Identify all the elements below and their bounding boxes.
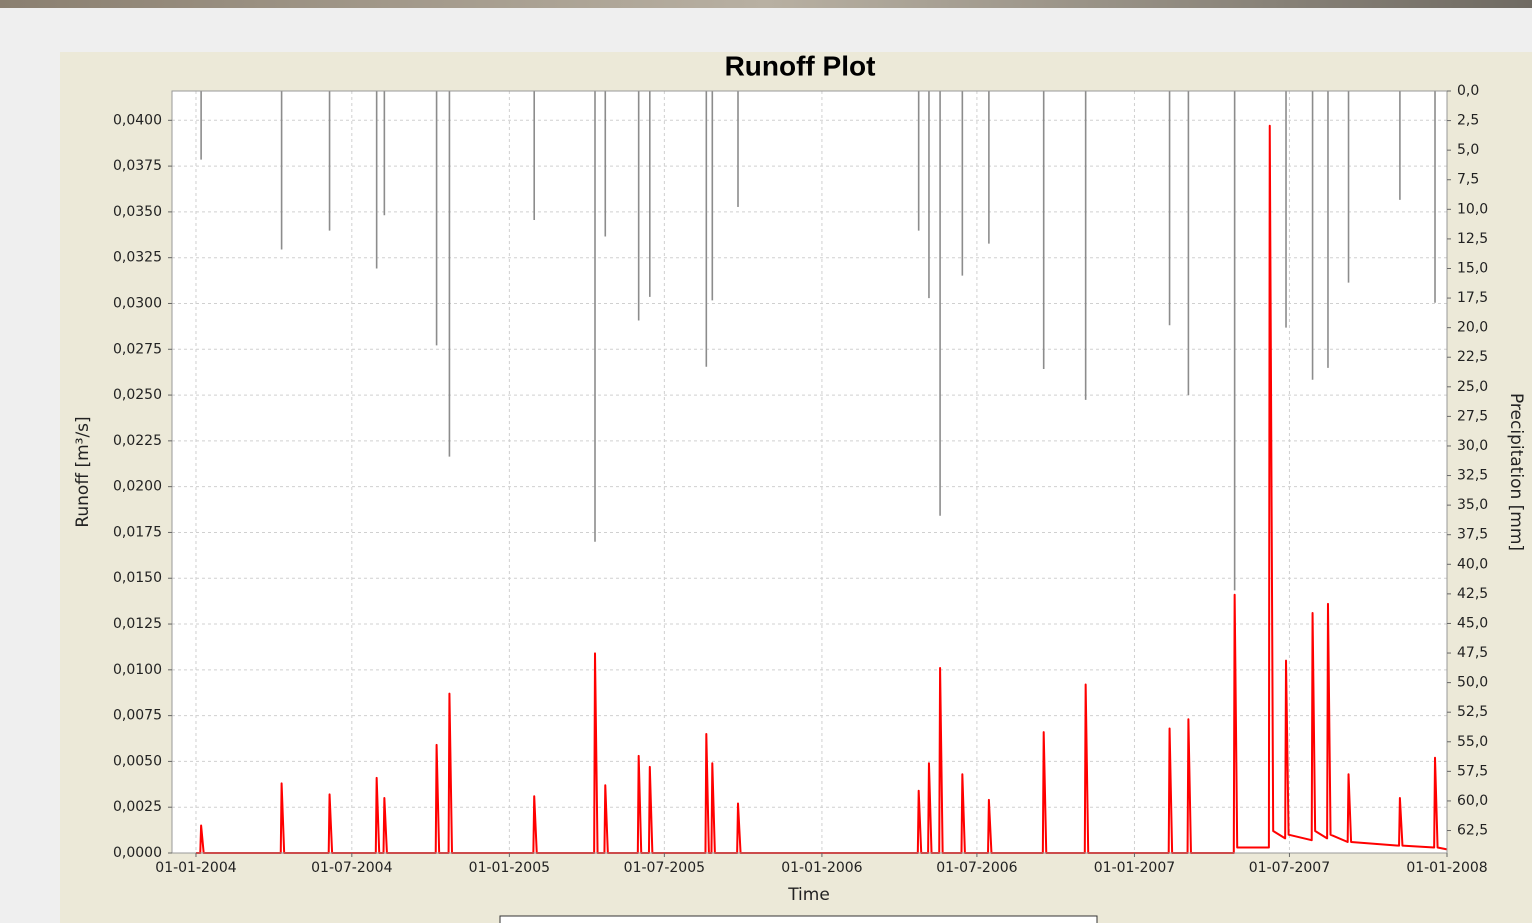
y-tick-label: 0,0250: [113, 387, 162, 403]
chart-title: Runoff Plot: [725, 50, 876, 81]
y-tick-label: 0,0300: [113, 295, 162, 311]
y-tick-label: 0,0150: [113, 570, 162, 586]
y2-tick-label: 22,5: [1457, 349, 1488, 365]
y2-tick-label: 15,0: [1457, 260, 1488, 276]
y-tick-label: 0,0375: [113, 158, 162, 174]
y2-tick-label: 62,5: [1457, 823, 1488, 839]
y-tick-label: 0,0325: [113, 250, 162, 266]
x-tick-label: 01-07-2004: [311, 860, 392, 876]
y2-tick-label: 25,0: [1457, 379, 1488, 395]
x-tick-label: 01-01-2007: [1094, 860, 1175, 876]
y-tick-label: 0,0175: [113, 524, 162, 540]
y2-tick-label: 42,5: [1457, 586, 1488, 602]
y2-tick-label: 7,5: [1457, 172, 1479, 188]
x-tick-label: 01-01-2008: [1406, 860, 1487, 876]
y2-tick-label: 57,5: [1457, 763, 1488, 779]
y2-tick-label: 20,0: [1457, 320, 1488, 336]
y-tick-label: 0,0075: [113, 708, 162, 724]
y2-tick-label: 2,5: [1457, 113, 1479, 129]
y2-tick-label: 52,5: [1457, 704, 1488, 720]
y2-tick-label: 35,0: [1457, 497, 1488, 513]
y2-tick-label: 17,5: [1457, 290, 1488, 306]
x-tick-label: 01-07-2005: [624, 860, 705, 876]
y2-tick-label: 60,0: [1457, 793, 1488, 809]
y2-tick-label: 40,0: [1457, 556, 1488, 572]
top-strip: [0, 0, 1532, 8]
x-tick-label: 01-07-2006: [936, 860, 1017, 876]
y2-tick-label: 50,0: [1457, 675, 1488, 691]
y-tick-label: 0,0275: [113, 341, 162, 357]
y2-tick-label: 10,0: [1457, 201, 1488, 217]
y2-tick-label: 37,5: [1457, 527, 1488, 543]
y-tick-label: 0,0000: [113, 845, 162, 861]
y-axis-label: Runoff [m³/s]: [73, 416, 93, 527]
y-tick-label: 0,0225: [113, 433, 162, 449]
y-tick-label: 0,0400: [113, 112, 162, 128]
y2-tick-label: 27,5: [1457, 408, 1488, 424]
y2-tick-label: 5,0: [1457, 142, 1479, 158]
y2-tick-label: 12,5: [1457, 231, 1488, 247]
y-tick-label: 0,0050: [113, 753, 162, 769]
legend-box: [499, 915, 1098, 923]
y2-tick-label: 32,5: [1457, 468, 1488, 484]
x-tick-label: 01-01-2004: [155, 860, 236, 876]
y-tick-label: 0,0025: [113, 799, 162, 815]
y-tick-label: 0,0200: [113, 479, 162, 495]
plot-border: [171, 90, 1448, 854]
y2-tick-label: 45,0: [1457, 615, 1488, 631]
plot-layer: [172, 91, 1448, 854]
y-tick-label: 0,0125: [113, 616, 162, 632]
plot-area: [172, 91, 1447, 853]
y-tick-label: 0,0100: [113, 662, 162, 678]
x-axis-label: Time: [787, 885, 830, 905]
y2-tick-label: 0,0: [1457, 83, 1479, 99]
x-tick-label: 01-01-2005: [469, 860, 550, 876]
y2-tick-label: 47,5: [1457, 645, 1488, 661]
y2-axis-label: Precipitation [mm]: [1506, 393, 1526, 551]
y-tick-label: 0,0350: [113, 204, 162, 220]
x-tick-label: 01-01-2006: [781, 860, 862, 876]
x-tick-label: 01-07-2007: [1249, 860, 1330, 876]
y2-tick-label: 30,0: [1457, 438, 1488, 454]
y2-tick-label: 55,0: [1457, 734, 1488, 750]
